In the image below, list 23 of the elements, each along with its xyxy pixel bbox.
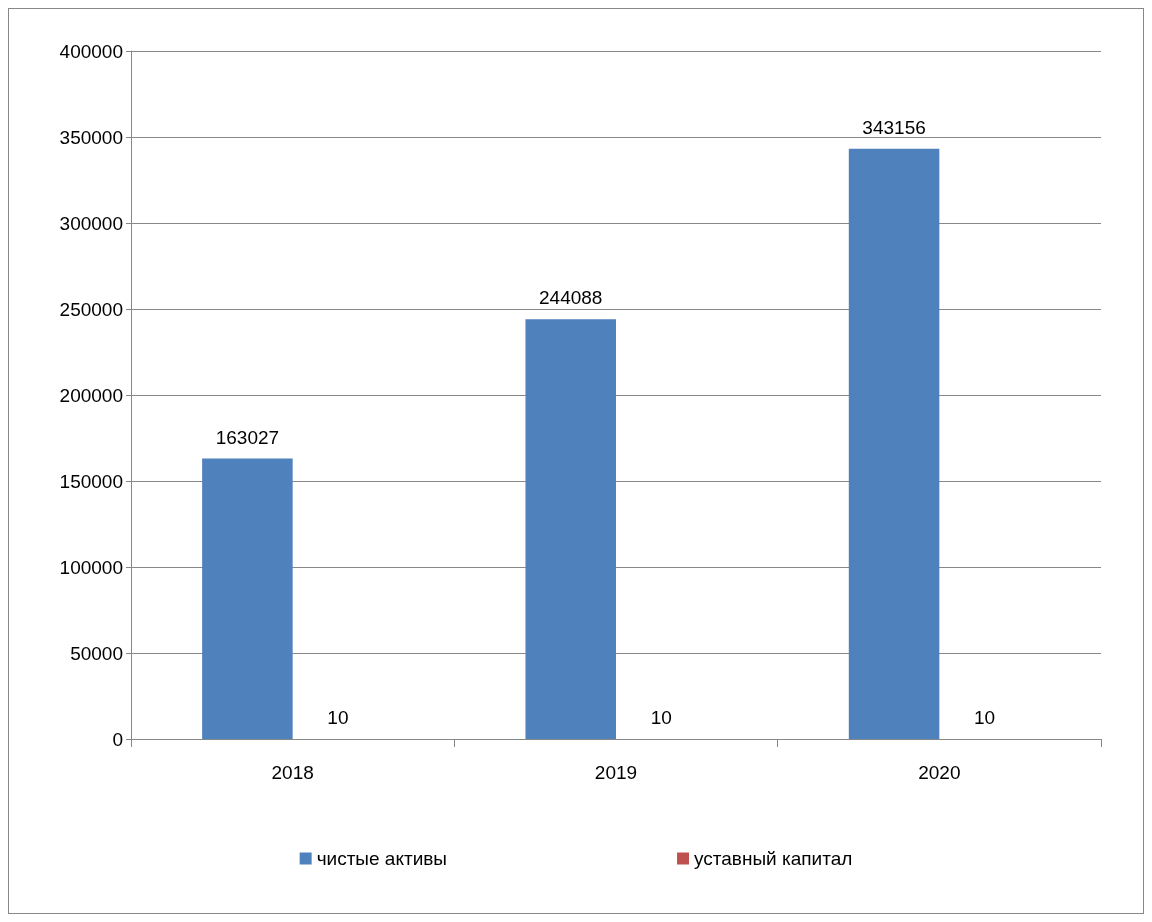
bar xyxy=(525,319,616,739)
data-label: 10 xyxy=(327,706,349,728)
y-tick-label: 150000 xyxy=(59,470,123,492)
y-tick-label: 200000 xyxy=(59,384,123,406)
bar xyxy=(848,148,940,739)
y-tick-label: 350000 xyxy=(59,126,123,148)
y-tick-label: 0 xyxy=(112,728,123,750)
y-tick-label: 400000 xyxy=(59,40,123,62)
data-label: 163027 xyxy=(215,426,280,448)
x-tick-label: 2018 xyxy=(271,762,314,783)
data-label: 10 xyxy=(650,706,672,728)
x-tick-label: 2019 xyxy=(594,762,638,783)
data-label: 10 xyxy=(974,706,996,728)
bar xyxy=(202,458,293,739)
x-tick-label: 2020 xyxy=(918,762,961,783)
y-tick-label: 250000 xyxy=(59,298,123,320)
legend-label: чистые активы xyxy=(316,848,448,869)
data-label: 343156 xyxy=(862,116,926,138)
legend-label: уставный капитал xyxy=(694,848,853,869)
y-tick-label: 100000 xyxy=(59,556,123,578)
y-tick-label: 300000 xyxy=(59,212,123,234)
y-tick-label: 50000 xyxy=(70,642,123,664)
data-label: 244088 xyxy=(539,287,603,309)
